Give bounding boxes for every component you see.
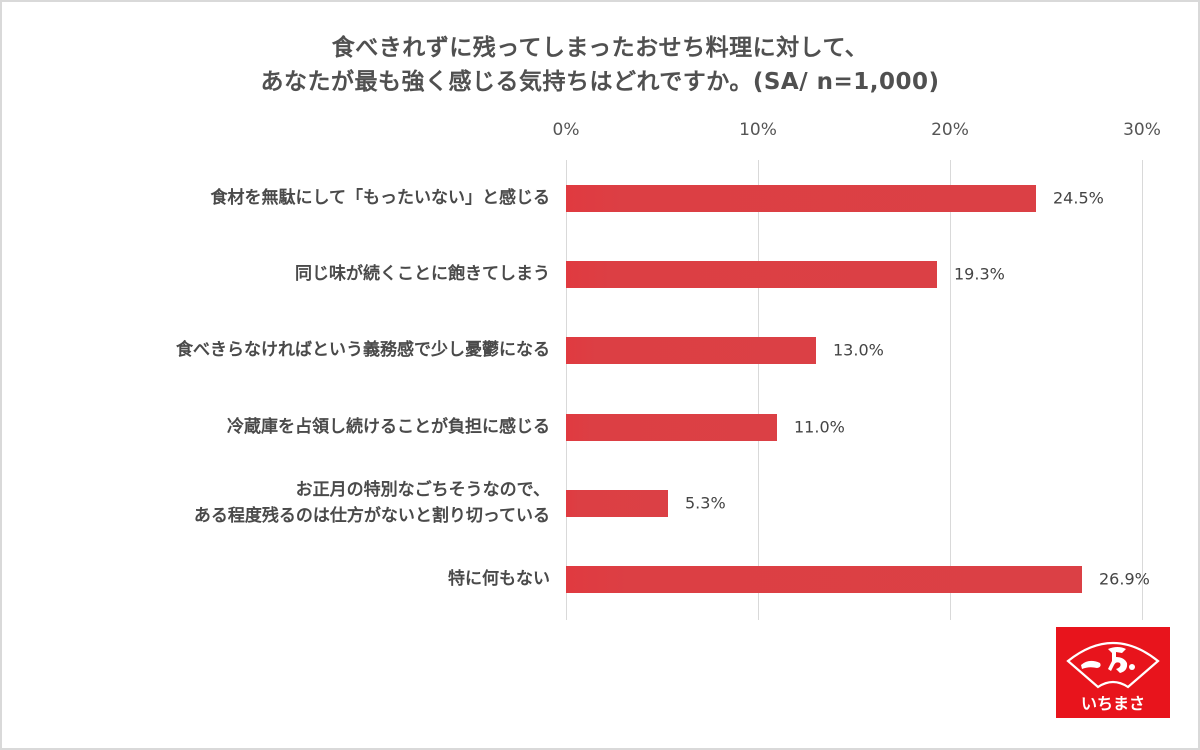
chart-title-line-2: あなたが最も強く感じる気持ちはどれですか。(SA/ n=1,000) — [260, 69, 940, 95]
bar — [566, 337, 816, 364]
fan-logo-icon: いちまさ — [1066, 642, 1160, 713]
category-label-line: 特に何もない — [448, 569, 550, 589]
category-label: 食べきらなければという義務感で少し憂鬱になる — [176, 337, 550, 363]
x-tick-label: 10% — [739, 120, 777, 140]
bar — [566, 414, 777, 441]
bar — [566, 185, 1036, 212]
x-tick-label: 30% — [1123, 120, 1161, 140]
gridline — [758, 160, 759, 620]
bar-value-label: 26.9% — [1099, 569, 1150, 589]
gridline — [950, 160, 951, 620]
bar-value-label: 11.0% — [794, 417, 845, 437]
bar-value-label: 5.3% — [685, 493, 726, 513]
category-label: 冷蔵庫を占領し続けることが負担に感じる — [227, 414, 550, 440]
bar — [566, 490, 668, 517]
gridline — [1142, 160, 1143, 620]
chart-title-line-1: 食べきれずに残ってしまったおせち料理に対して、 — [331, 35, 869, 61]
gridline — [566, 160, 567, 620]
category-label: 特に何もない — [448, 566, 550, 592]
category-label-line: お正月の特別なごちそうなので、 — [295, 480, 550, 500]
category-label: 食材を無駄にして「もったいない」と感じる — [211, 185, 551, 211]
logo-text: いちまさ — [1081, 694, 1145, 713]
category-label-line: 同じ味が続くことに飽きてしまう — [295, 264, 550, 284]
category-label: 同じ味が続くことに飽きてしまう — [295, 261, 550, 287]
x-tick-label: 20% — [931, 120, 969, 140]
bar-value-label: 19.3% — [954, 264, 1005, 284]
category-label-line: 食べきらなければという義務感で少し憂鬱になる — [176, 340, 550, 360]
bar — [566, 566, 1082, 593]
bar-value-label: 24.5% — [1053, 188, 1104, 208]
category-label-line: ある程度残るのは仕方がないと割り切っている — [193, 506, 550, 526]
bar-value-label: 13.0% — [833, 340, 884, 360]
ichimasa-logo: いちまさ — [1056, 627, 1170, 718]
category-label-line: 食材を無駄にして「もったいない」と感じる — [210, 188, 551, 208]
category-label-line: 冷蔵庫を占領し続けることが負担に感じる — [227, 417, 550, 437]
category-label: お正月の特別なごちそうなので、ある程度残るのは仕方がないと割り切っている — [194, 477, 550, 529]
x-tick-label: 0% — [552, 120, 580, 140]
bar — [566, 261, 937, 288]
